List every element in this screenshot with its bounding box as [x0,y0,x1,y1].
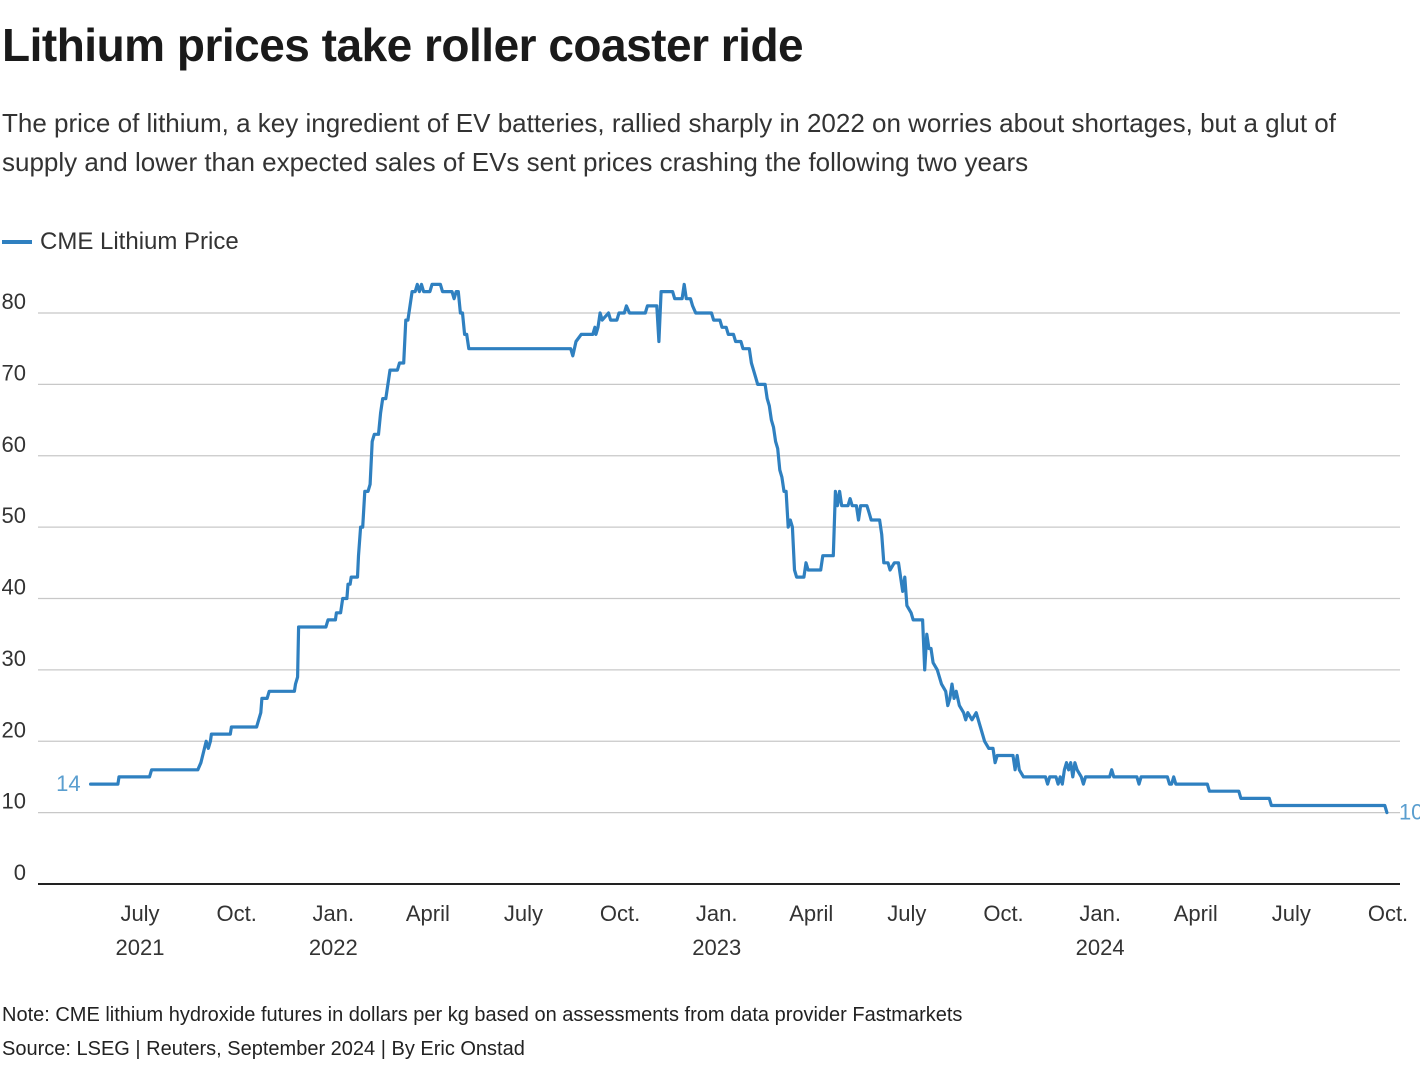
x-tick-label: July [1272,901,1311,926]
y-tick-label: 30 [2,646,26,671]
legend-swatch [2,240,32,244]
x-tick-label: April [1174,901,1218,926]
y-tick-label: 20 [2,717,26,742]
chart-source: Source: LSEG | Reuters, September 2024 |… [2,1038,525,1060]
end-labels: 14 10 [56,771,1420,825]
chart-subtitle: The price of lithium, a key ingredient o… [2,108,1336,177]
chart-note: Note: CME lithium hydroxide futures in d… [2,1004,963,1026]
x-tick-label: Jan. [696,901,738,926]
y-tick-label: 80 [2,289,26,314]
start-value-label: 14 [56,771,80,796]
y-tick-label: 0 [14,860,26,885]
end-value-label: 10 [1399,800,1420,825]
x-tick-label: Oct. [1368,901,1408,926]
y-tick-label: 10 [2,789,26,814]
y-axis-labels: 0 10 20 30 40 50 60 70 80 [2,289,26,885]
y-tick-label: 60 [2,432,26,457]
x-tick-label: July [504,901,543,926]
y-tick-label: 50 [2,503,26,528]
x-tick-label: Oct. [216,901,256,926]
legend-label: CME Lithium Price [40,228,239,255]
x-tick-year-label: 2021 [116,935,165,960]
x-tick-label: Oct. [983,901,1023,926]
x-tick-year-label: 2024 [1076,935,1125,960]
x-axis-labels: July 2021 Oct. Jan. 2022 April July Oct. Jan. 202… [116,901,1409,960]
y-tick-label: 40 [2,575,26,600]
x-tick-label: July [120,901,159,926]
y-tick-label: 70 [2,360,26,385]
x-tick-label: April [406,901,450,926]
line-chart: 0 10 20 30 40 50 60 70 80 July 2021 Oct. Jan. 2022 Ap… [2,282,1420,960]
gridlines [38,312,1400,885]
series-line-cme-lithium-price [89,282,1389,815]
chart-title: Lithium prices take roller coaster ride [2,19,804,71]
x-tick-year-label: 2022 [309,935,358,960]
x-tick-label: Jan. [312,901,354,926]
x-tick-label: Jan. [1079,901,1121,926]
legend: CME Lithium Price [2,228,239,256]
x-tick-label: July [887,901,926,926]
x-tick-year-label: 2023 [692,935,741,960]
x-tick-label: April [789,901,833,926]
x-tick-label: Oct. [600,901,640,926]
